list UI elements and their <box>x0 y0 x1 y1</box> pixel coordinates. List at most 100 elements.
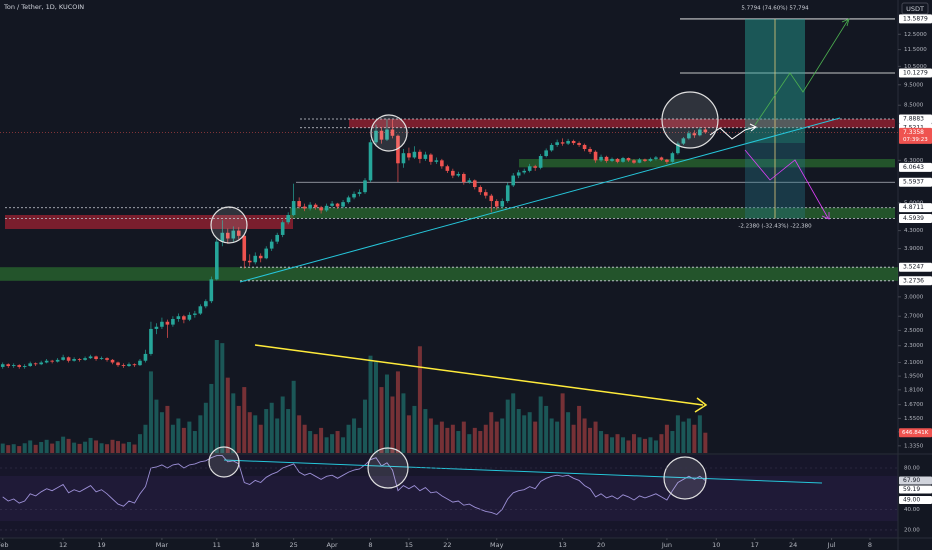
candle-body <box>280 222 285 235</box>
price-tag-label: 6.0643 <box>903 164 924 171</box>
candle-body <box>171 318 175 325</box>
volume-bar <box>406 415 411 453</box>
volume-bar <box>72 442 77 453</box>
volume-bar <box>247 412 252 453</box>
candle-body <box>77 359 82 360</box>
highlight-circle <box>370 114 408 152</box>
volume-bar <box>615 434 620 453</box>
currency-box[interactable] <box>901 2 929 15</box>
candle-body <box>247 260 252 263</box>
y-tick-label: 2.5000 <box>904 328 924 334</box>
volume-bar <box>478 431 483 453</box>
volume-bar <box>461 421 466 453</box>
x-tick-label: 10 <box>712 541 720 549</box>
candle-body <box>692 133 697 136</box>
volume-bar <box>450 424 455 453</box>
volume-bar <box>110 439 115 453</box>
candle-body <box>6 364 11 367</box>
candle-body <box>368 142 373 181</box>
candle-body <box>258 255 263 259</box>
y-tick-label: 3.9000 <box>904 246 924 252</box>
price-tag-label: 13.5879 <box>903 15 928 22</box>
candle-body <box>615 158 620 162</box>
bull-arrowhead <box>841 18 850 27</box>
volume-bar <box>642 438 647 453</box>
y-tick-label: 11.5000 <box>904 47 927 53</box>
price-tag-label: 7.8883 <box>903 115 924 122</box>
volume-bar <box>555 421 560 453</box>
x-tick-label: 19 <box>97 541 105 549</box>
volume-bar <box>670 431 675 453</box>
volume-bar <box>653 440 658 453</box>
candle-body <box>637 159 642 163</box>
volume-bar <box>313 434 318 453</box>
highlight-circle <box>663 456 707 500</box>
candle-body <box>154 326 159 329</box>
volume-bar <box>659 434 664 453</box>
candle-body <box>648 158 653 161</box>
volume-bar <box>39 442 44 453</box>
candle-body <box>346 197 351 203</box>
volume-bar <box>428 418 433 453</box>
candle-body <box>264 248 269 259</box>
volume-bar <box>697 415 702 453</box>
volume-bar <box>132 444 137 453</box>
volume-tag <box>899 428 932 438</box>
rsi-line <box>2 455 706 516</box>
volume-bar <box>357 427 362 453</box>
volume-bar <box>269 402 274 453</box>
candle-body <box>676 143 680 154</box>
candle-body <box>83 358 87 360</box>
volume-bar <box>66 438 71 453</box>
y-tick-label: 1.9500 <box>904 374 924 380</box>
volume-bar <box>445 427 450 453</box>
volume-bar <box>116 441 121 453</box>
volume-bar <box>544 405 549 453</box>
price-tag <box>899 14 932 24</box>
support-zone <box>519 159 895 168</box>
candle-body <box>659 157 664 160</box>
currency[interactable]: USDT <box>906 5 924 13</box>
candle-body <box>632 160 636 163</box>
y-tick-label: 1.3350 <box>904 443 924 449</box>
volume-bar <box>0 443 5 453</box>
y-tick-label: 1.5500 <box>904 416 924 422</box>
candle-body <box>621 158 625 162</box>
volume-bar <box>192 431 197 453</box>
candle-body <box>291 201 296 216</box>
volume-bar <box>154 399 159 453</box>
x-tick-label: 20 <box>597 541 605 549</box>
volume-bar <box>148 371 153 453</box>
chart-title: Ton / Tether, 1D, KUCOIN <box>3 3 84 11</box>
volume-bar <box>566 412 571 453</box>
candle-body <box>434 160 439 162</box>
volume-bar <box>604 434 609 453</box>
highlight-circle <box>210 206 248 244</box>
volume-bar <box>335 431 340 453</box>
candle-body <box>44 360 49 363</box>
volume-bar <box>22 443 27 453</box>
y-tick-label: 8.5000 <box>904 103 924 109</box>
candle-body <box>407 153 411 158</box>
volume-bar <box>549 418 554 453</box>
candle-body <box>160 321 164 327</box>
candle-body <box>665 159 669 162</box>
volume-bar <box>143 424 148 453</box>
candle-body <box>440 160 444 167</box>
last-price-tag <box>899 127 932 144</box>
volume-bar <box>55 441 60 453</box>
candle-body <box>55 359 60 362</box>
candle-body <box>297 201 301 207</box>
volume-bar <box>231 393 236 453</box>
candle-body <box>494 201 499 207</box>
candle-body <box>533 166 537 168</box>
y-tick-label: 9.5000 <box>904 82 924 88</box>
volume-bar <box>203 402 208 453</box>
volume-bar <box>236 405 241 453</box>
candle-body <box>456 173 461 176</box>
volume-bar <box>456 431 461 453</box>
candle-body <box>560 142 565 144</box>
candle-body <box>50 360 54 362</box>
volume-bar <box>99 443 104 453</box>
